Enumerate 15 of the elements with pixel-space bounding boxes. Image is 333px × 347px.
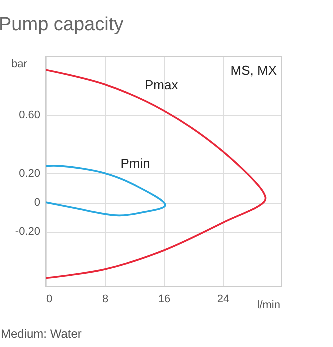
x-axis-title: l/min <box>257 300 280 312</box>
y-axis-title: bar <box>12 58 28 70</box>
x-tick-label: 0 <box>46 294 53 306</box>
y-tick-label: -0.20 <box>15 226 40 238</box>
y-tick-label: 0.20 <box>19 168 40 180</box>
x-tick-label: 24 <box>217 294 230 306</box>
annotation: MS, MX <box>230 63 278 78</box>
x-tick-label: 8 <box>102 294 109 306</box>
series-label: Pmax <box>145 78 179 93</box>
x-tick-label: 16 <box>158 294 171 306</box>
y-tick-label: 0.60 <box>19 110 40 122</box>
series-label: Pmin <box>120 156 150 172</box>
chart-title: Pump capacity <box>0 14 124 36</box>
text: Medium: Water <box>1 327 82 341</box>
y-tick-label: 0 <box>34 197 40 210</box>
